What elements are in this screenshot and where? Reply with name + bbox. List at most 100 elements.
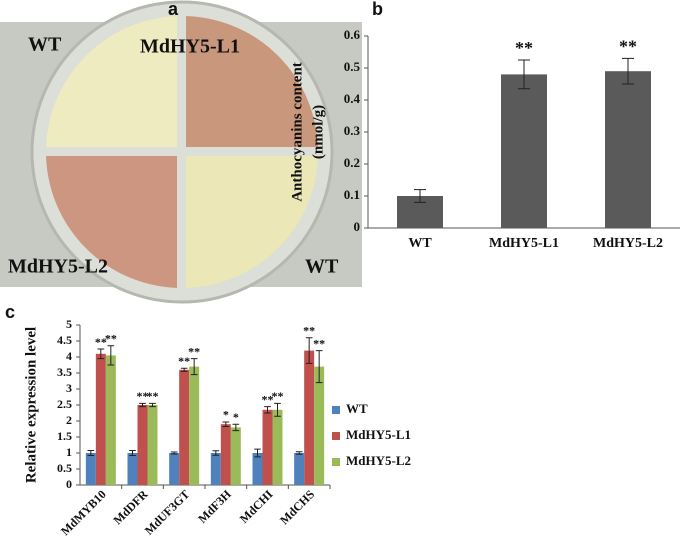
y-tick-label: 1 bbox=[66, 445, 72, 459]
panel-label: a bbox=[168, 0, 179, 19]
significance: ** bbox=[262, 392, 274, 406]
panel-label: c bbox=[5, 302, 15, 322]
y-tick-label: 0.3 bbox=[344, 123, 361, 138]
significance: ** bbox=[105, 332, 117, 346]
bar bbox=[95, 353, 106, 485]
error-bar bbox=[107, 345, 115, 366]
significance: * bbox=[223, 408, 229, 422]
error-bar bbox=[180, 367, 188, 372]
bar bbox=[189, 366, 200, 485]
error-bar bbox=[622, 57, 634, 85]
y-tick-label: 4 bbox=[66, 349, 72, 363]
y-tick-label: 0.4 bbox=[344, 91, 361, 106]
x-tick-label: MdCHI bbox=[237, 487, 276, 526]
error-bar bbox=[129, 449, 136, 457]
y-tick-label: 0.2 bbox=[344, 155, 360, 170]
bar bbox=[179, 369, 190, 485]
photo: WT MdHY5-L1 MdHY5-L2 WT bbox=[0, 0, 362, 304]
error-bar bbox=[274, 402, 281, 417]
x-tick-label: MdUF3GT bbox=[142, 487, 192, 537]
error-bar bbox=[87, 449, 95, 457]
bar bbox=[304, 350, 315, 485]
error-bar bbox=[414, 189, 426, 203]
y-tick-label: 2.5 bbox=[57, 397, 72, 411]
photo-label: MdHY5-L2 bbox=[8, 256, 108, 278]
bar bbox=[314, 366, 325, 485]
significance: ** bbox=[619, 37, 637, 57]
x-tick-label: MdCHS bbox=[277, 487, 317, 527]
error-bar bbox=[232, 423, 240, 432]
photo-label: MdHY5-L1 bbox=[140, 36, 240, 58]
y-tick-label: 0 bbox=[354, 219, 361, 234]
bar bbox=[220, 424, 231, 485]
x-tick-label: MdHY5-L2 bbox=[593, 236, 663, 251]
y-tick-label: 3.5 bbox=[57, 365, 72, 379]
error-bar bbox=[264, 406, 271, 414]
y-tick-label: 0 bbox=[66, 477, 72, 491]
bar bbox=[252, 453, 263, 485]
significance: ** bbox=[95, 335, 107, 349]
y-axis-label: Relative expression level bbox=[23, 327, 39, 483]
bar bbox=[294, 453, 305, 485]
bar bbox=[230, 427, 241, 485]
bar bbox=[147, 405, 158, 485]
error-bar bbox=[222, 421, 230, 427]
error-bar bbox=[212, 450, 220, 456]
y-tick-label: 3 bbox=[66, 381, 72, 395]
significance: ** bbox=[303, 324, 315, 338]
significance: ** bbox=[515, 38, 533, 58]
significance: ** bbox=[272, 389, 284, 403]
y-axis-label: Anthocyanins content bbox=[289, 62, 305, 202]
error-bar bbox=[170, 451, 178, 455]
y-tick-label: 0.1 bbox=[344, 187, 360, 202]
bar bbox=[272, 409, 283, 485]
error-bar bbox=[295, 451, 303, 455]
error-bar bbox=[139, 402, 146, 408]
bar bbox=[127, 453, 138, 485]
photo-label: WT bbox=[28, 34, 62, 56]
y-axis-label: (nmol/g) bbox=[310, 105, 326, 159]
x-tick-label: MdMYB10 bbox=[58, 487, 109, 538]
panel-label: b bbox=[372, 0, 383, 19]
significance: ** bbox=[313, 336, 325, 350]
legend-label: WT bbox=[346, 401, 368, 416]
y-tick-label: 5 bbox=[66, 317, 72, 331]
photo-label: WT bbox=[305, 256, 339, 278]
significance: ** bbox=[178, 354, 190, 368]
error-bar bbox=[315, 350, 323, 384]
bar bbox=[137, 405, 148, 485]
legend-swatch bbox=[332, 432, 340, 440]
y-tick-label: 1.5 bbox=[57, 429, 72, 443]
error-bar bbox=[190, 358, 198, 376]
x-tick-label: MdF3H bbox=[195, 487, 234, 526]
x-tick-label: MdHY5-L1 bbox=[489, 236, 559, 251]
significance: * bbox=[233, 410, 239, 424]
legend-swatch bbox=[332, 458, 340, 466]
bar bbox=[210, 453, 221, 485]
y-tick-label: 2 bbox=[66, 413, 72, 427]
x-tick-label: WT bbox=[408, 236, 432, 251]
y-tick-label: 0.5 bbox=[344, 59, 361, 74]
bar bbox=[262, 409, 273, 485]
significance: ** bbox=[137, 389, 149, 403]
bar bbox=[605, 71, 651, 228]
y-tick-label: 4.5 bbox=[57, 333, 72, 347]
y-tick-label: 0.6 bbox=[344, 27, 361, 42]
significance: ** bbox=[188, 344, 200, 358]
legend-label: MdHY5-L1 bbox=[346, 427, 411, 442]
bar bbox=[169, 453, 180, 485]
bar bbox=[85, 453, 96, 485]
error-bar bbox=[305, 337, 313, 364]
y-tick-label: 0.5 bbox=[57, 461, 72, 475]
error-bar bbox=[254, 448, 261, 458]
bar bbox=[105, 355, 116, 485]
legend-label: MdHY5-L2 bbox=[346, 453, 411, 468]
legend-swatch bbox=[332, 406, 340, 414]
error-bar bbox=[518, 59, 530, 90]
x-tick-label: MdDFR bbox=[110, 487, 150, 527]
error-bar bbox=[97, 348, 105, 360]
significance: ** bbox=[147, 389, 159, 403]
error-bar bbox=[149, 402, 156, 408]
bar bbox=[501, 74, 547, 229]
